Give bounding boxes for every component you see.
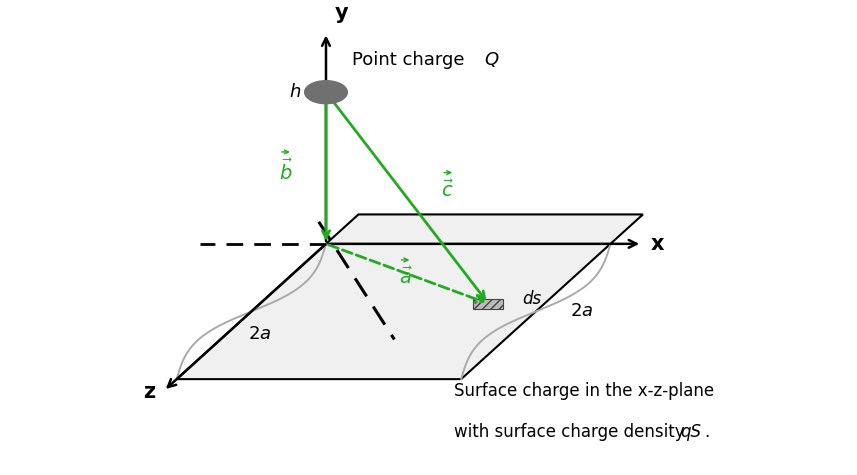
Bar (473, 298, 503, 309)
Text: Point charge: Point charge (351, 51, 470, 69)
Polygon shape (177, 214, 643, 379)
Text: .: . (704, 423, 710, 441)
Text: $\vec{b}$: $\vec{b}$ (279, 159, 293, 184)
Text: with surface charge density: with surface charge density (454, 423, 690, 441)
Text: qS: qS (680, 423, 702, 441)
Text: h: h (289, 83, 300, 101)
Text: z: z (143, 382, 155, 402)
Text: $2a$: $2a$ (570, 303, 593, 321)
Text: ds: ds (523, 290, 542, 308)
Text: $\vec{a}$: $\vec{a}$ (399, 267, 412, 288)
Text: x: x (650, 234, 664, 254)
Text: y: y (334, 3, 348, 23)
Text: $\vec{c}$: $\vec{c}$ (441, 180, 455, 201)
Circle shape (304, 81, 347, 104)
Text: Surface charge in the x-z-plane: Surface charge in the x-z-plane (454, 382, 714, 400)
Text: $2a$: $2a$ (249, 325, 272, 343)
Text: Q: Q (484, 51, 498, 69)
